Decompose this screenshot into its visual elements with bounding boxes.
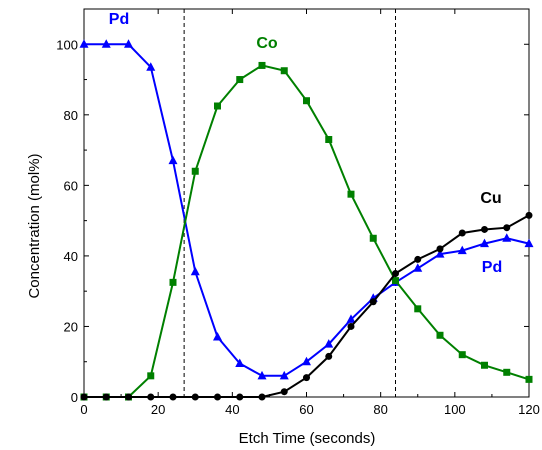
x-tick-label: 120 [518,402,540,417]
y-axis-title: Concentration (mol%) [26,153,43,298]
data-point-cu [436,245,444,253]
data-point-co [147,372,155,380]
data-point-cu [80,393,88,401]
data-point-cu [325,352,333,360]
y-tick-label: 0 [71,390,78,405]
x-tick-label: 80 [373,402,387,417]
data-point-co [191,167,199,175]
data-point-pd [213,332,222,341]
data-point-cu [392,270,399,278]
data-point-pd [346,314,356,323]
data-point-co [392,277,399,285]
data-point-cu [191,393,199,401]
data-point-pd [79,39,89,48]
data-point-co [258,61,266,69]
x-tick-label: 20 [151,402,165,417]
data-point-co [414,305,422,313]
data-point-co [214,102,221,110]
data-point-pd [502,233,512,242]
data-point-pd [524,238,534,248]
data-point-cu [169,393,177,401]
series-annotations: Pd Co Cu Pd [109,11,502,276]
data-point-cu [125,393,132,401]
x-axis-title: Etch Time (seconds) [239,430,376,447]
data-point-co [303,97,310,105]
data-point-pd [124,39,133,48]
y-tick-label: 40 [64,249,78,264]
data-point-co [325,136,333,144]
annotation-pd-right: Pd [482,259,502,276]
data-point-cu [214,393,221,401]
data-point-pd [457,245,467,255]
data-point-co [525,375,533,383]
data-point-cu [236,393,244,401]
data-point-co [369,234,377,242]
data-point-pd [235,358,245,367]
data-point-cu [414,255,422,263]
y-tick-label: 60 [64,178,78,193]
x-tick-label: 0 [80,402,87,417]
data-point-pd [413,263,423,272]
data-point-cu [280,388,288,396]
data-point-co [458,351,466,359]
data-point-pd [435,249,445,258]
data-point-pd [168,155,178,165]
data-point-cu [525,211,533,219]
data-point-pd [190,266,200,276]
data-point-pd [146,62,156,71]
data-point-pd [101,39,111,48]
series-line-cu [84,214,530,398]
x-tick-label: 40 [225,402,239,417]
data-point-co [236,76,244,84]
data-point-cu [102,393,110,401]
x-tick-label: 100 [444,402,466,417]
data-point-cu [458,229,466,237]
data-point-co [436,331,444,339]
data-point-co [169,278,177,286]
data-point-pd [257,370,267,380]
data-point-cu [258,393,266,401]
annotation-pd-top: Pd [109,11,129,28]
data-point-cu [347,322,355,330]
series-line-pd [84,43,530,377]
data-marks [79,39,534,401]
data-point-pd [302,356,311,366]
y-tick-label: 20 [64,319,78,334]
data-point-co [503,368,511,376]
annotation-cu: Cu [480,190,501,207]
axis-labels: Etch Time (seconds) Concentration (mol%)… [26,37,540,447]
data-point-pd [480,238,489,248]
data-point-cu [147,393,155,401]
data-point-co [280,67,288,75]
data-point-co [347,190,355,198]
data-point-co [481,361,488,369]
data-point-pd [324,339,334,348]
y-tick-label: 80 [64,108,78,123]
data-point-cu [481,225,488,233]
data-point-cu [503,224,511,232]
plot-area [83,8,530,398]
y-tick-label: 100 [56,37,78,52]
data-point-cu [303,374,310,382]
data-point-pd [279,370,289,380]
annotation-co: Co [256,35,278,52]
x-tick-label: 60 [299,402,313,417]
data-point-cu [369,298,377,306]
